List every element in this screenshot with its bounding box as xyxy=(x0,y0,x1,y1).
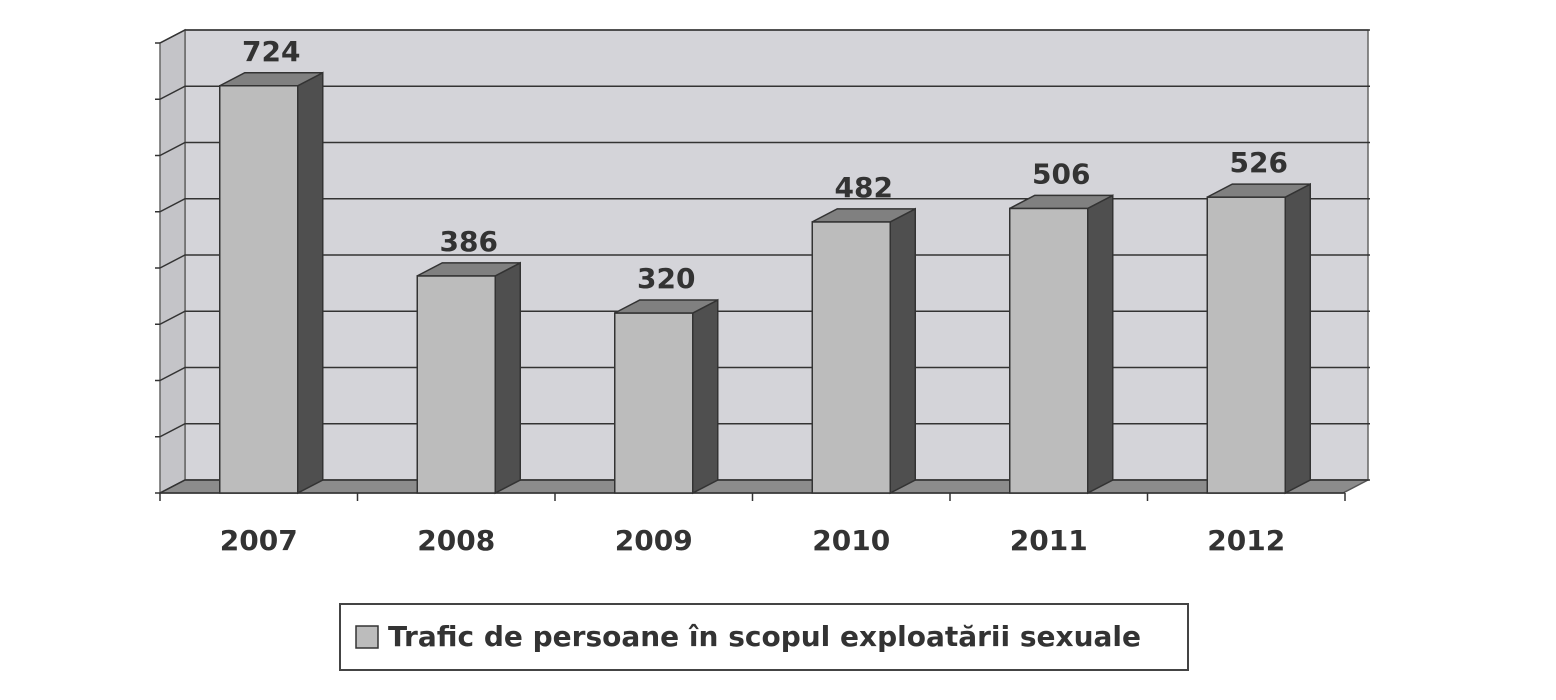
value-label: 506 xyxy=(1032,157,1090,190)
bar-side xyxy=(1284,182,1311,495)
bar-top xyxy=(811,208,916,223)
bar xyxy=(219,85,299,494)
bar xyxy=(614,312,694,494)
value-label: 724 xyxy=(242,35,300,68)
value-label: 482 xyxy=(835,171,893,204)
grid-line xyxy=(159,198,1370,213)
value-label: 526 xyxy=(1230,146,1288,179)
value-label: 320 xyxy=(637,262,695,295)
bar-side xyxy=(297,71,324,495)
bar xyxy=(416,275,496,494)
bar-top xyxy=(1009,194,1114,210)
x-tick-label: 2010 xyxy=(812,524,890,557)
grid-line xyxy=(159,29,1370,44)
bar-top xyxy=(614,299,719,314)
grid-line xyxy=(159,310,1370,325)
bar-side xyxy=(494,261,521,495)
grid-line xyxy=(159,254,1370,269)
floor xyxy=(159,479,1369,494)
x-tick-label: 2011 xyxy=(1010,524,1088,557)
x-tick-label: 2012 xyxy=(1207,524,1285,557)
grid-line xyxy=(159,423,1370,438)
grid-line xyxy=(159,141,1370,157)
grid-line xyxy=(159,366,1370,382)
bar-side xyxy=(889,207,916,495)
x-tick-label: 2008 xyxy=(417,524,495,557)
grid-line xyxy=(159,479,1370,494)
bar xyxy=(1206,196,1286,494)
legend-label: Trafic de persoane în scopul exploatării… xyxy=(388,620,1141,653)
bar-top xyxy=(1206,183,1311,198)
grid-line xyxy=(159,85,1370,100)
legend-swatch xyxy=(355,625,379,649)
bar-top xyxy=(416,262,521,277)
bar xyxy=(811,221,891,494)
value-label: 386 xyxy=(440,225,498,258)
bar-side xyxy=(1087,194,1114,495)
bar xyxy=(1009,207,1089,494)
legend-box xyxy=(339,603,1189,671)
bar-side xyxy=(692,298,719,495)
x-tick-label: 2009 xyxy=(615,524,693,557)
bar-top xyxy=(219,72,324,87)
x-tick-label: 2007 xyxy=(220,524,298,557)
